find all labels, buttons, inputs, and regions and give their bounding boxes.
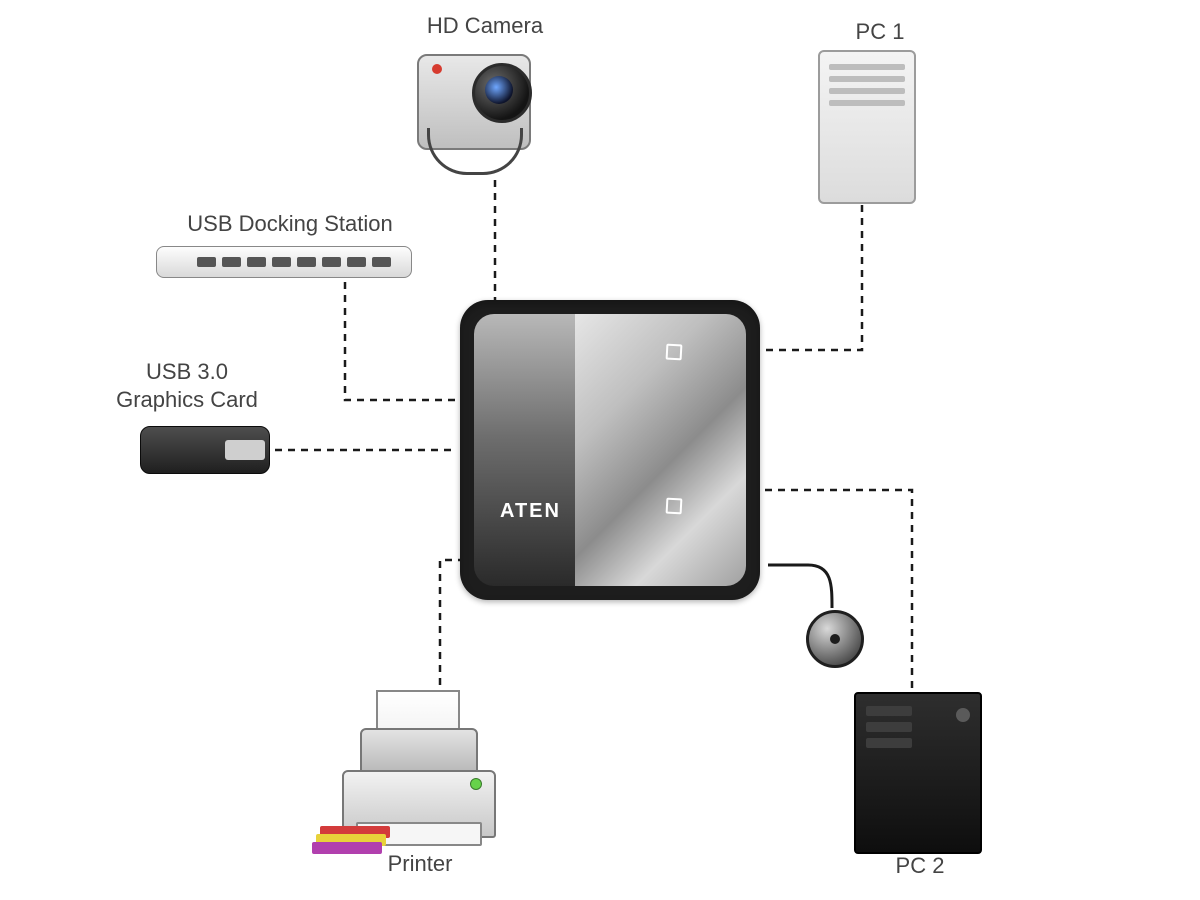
camera-record-led-icon	[432, 64, 442, 74]
label-camera: HD Camera	[385, 12, 585, 40]
label-pc2: PC 2	[860, 852, 980, 880]
dock-port-icon	[197, 257, 216, 267]
hub-right-panel	[575, 314, 746, 586]
camera-mount-icon	[427, 128, 523, 175]
connection-remote-cable	[768, 565, 832, 608]
connection-dock-hub	[345, 282, 455, 400]
hub-indicator-icon	[666, 344, 683, 361]
pc2-tower-icon	[854, 692, 982, 854]
hub-device: ATEN	[460, 300, 760, 600]
label-printer: Printer	[360, 850, 480, 878]
pc1-drive-slot-icon	[829, 76, 904, 82]
docking-station-icon	[156, 246, 412, 278]
graphics-card-port-icon	[225, 440, 265, 460]
pc1-drive-slot-icon	[829, 64, 904, 70]
pc2-power-button-icon	[956, 708, 970, 722]
remote-button-icon	[806, 610, 864, 668]
remote-button-center-icon	[830, 634, 840, 644]
graphics-card-icon	[140, 426, 270, 474]
hub-brand-text: ATEN	[500, 500, 561, 523]
label-dock: USB Docking Station	[160, 210, 420, 238]
dock-port-icon	[247, 257, 266, 267]
label-pc1: PC 1	[820, 18, 940, 46]
dock-port-icon	[297, 257, 316, 267]
connection-pc1-hub	[763, 205, 862, 350]
pc2-drive-bay-icon	[866, 738, 912, 748]
dock-port-icon	[272, 257, 291, 267]
dock-port-icon	[322, 257, 341, 267]
pc2-drive-bay-icon	[866, 722, 912, 732]
dock-port-icon	[347, 257, 366, 267]
printer-ink-bar-icon	[312, 842, 382, 854]
dock-port-icon	[372, 257, 391, 267]
printer-power-led-icon	[470, 778, 482, 790]
label-gfx: USB 3.0 Graphics Card	[92, 358, 282, 413]
pc1-tower-icon	[818, 50, 916, 204]
pc1-drive-slot-icon	[829, 100, 904, 106]
hub-indicator-icon	[666, 498, 683, 515]
hub-left-panel	[474, 314, 575, 586]
diagram-canvas: { "type": "network", "canvas": { "width"…	[0, 0, 1200, 900]
dock-port-icon	[222, 257, 241, 267]
pc2-drive-bay-icon	[866, 706, 912, 716]
pc1-drive-slot-icon	[829, 88, 904, 94]
camera-lens-glass-icon	[485, 76, 513, 104]
